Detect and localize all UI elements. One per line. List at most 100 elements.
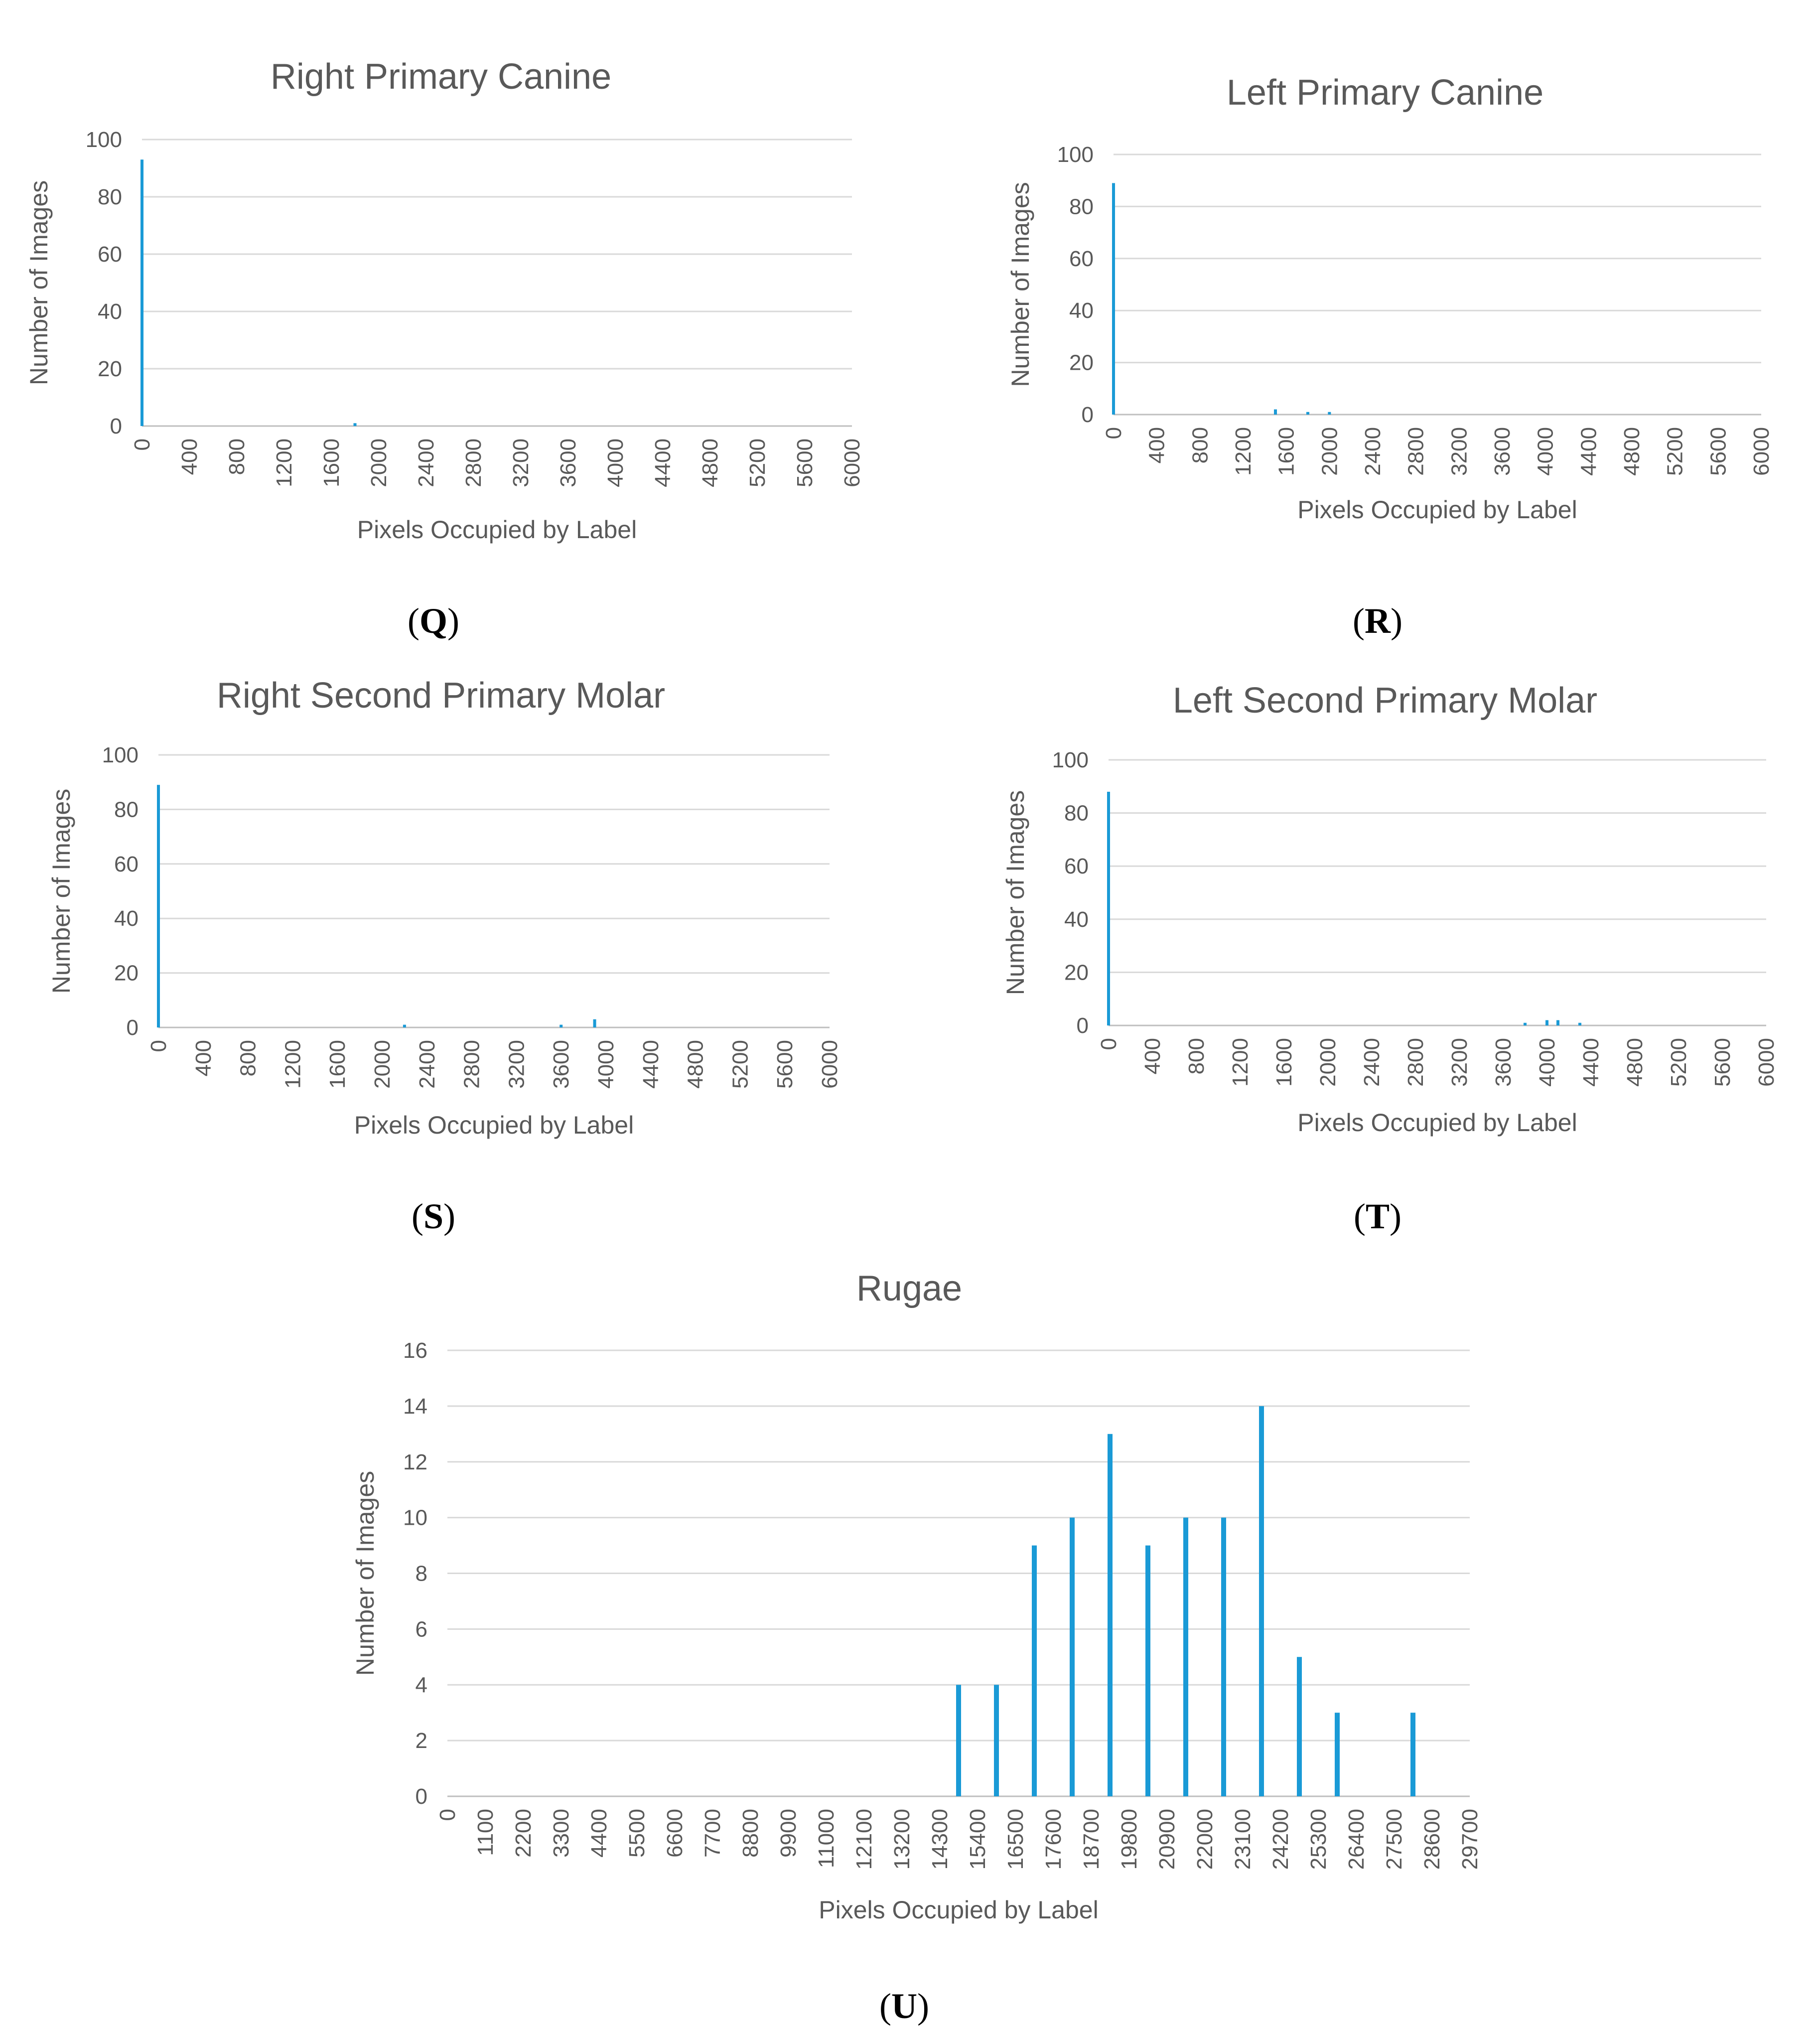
x-tick-label: 2400 [1360, 1038, 1384, 1087]
y-tick-label: 20 [1069, 351, 1094, 375]
x-tick-label: 2000 [370, 1040, 395, 1089]
bar [1070, 1517, 1075, 1796]
x-tick-label: 16500 [1003, 1809, 1028, 1870]
bar [1183, 1517, 1188, 1796]
x-axis-label: Pixels Occupied by Label [819, 1896, 1098, 1924]
bar [1274, 409, 1277, 415]
x-tick-label: 9900 [776, 1809, 801, 1858]
x-tick-label: 800 [1188, 427, 1212, 463]
y-axis-label: Number of Images [25, 180, 53, 385]
y-tick-label: 0 [416, 1784, 427, 1809]
x-tick-label: 1600 [319, 438, 344, 487]
x-tick-label: 5500 [625, 1809, 649, 1858]
x-tick-label: 4000 [603, 438, 628, 487]
x-tick-label: 3300 [549, 1809, 573, 1858]
x-tick-label: 5200 [745, 438, 770, 487]
y-tick-label: 40 [1069, 298, 1094, 323]
y-tick-label: 20 [1064, 960, 1089, 985]
bar [157, 785, 160, 1027]
bar [1545, 1020, 1548, 1025]
x-tick-label: 3600 [1491, 1038, 1516, 1087]
x-tick-label: 24200 [1268, 1809, 1293, 1870]
chart-S: Right Second Primary Molar 0 20 40 60 80 100 0 4… [47, 676, 842, 1236]
x-tick-label: 8800 [738, 1809, 763, 1858]
bar [403, 1024, 406, 1027]
y-axis-label: Number of Images [1006, 182, 1034, 387]
y-tick-label: 60 [98, 242, 122, 267]
x-tick-label: 1600 [325, 1040, 350, 1089]
x-tick-label: 7700 [700, 1809, 725, 1858]
x-tick-label: 4000 [594, 1040, 618, 1089]
x-tick-label: 2000 [367, 438, 391, 487]
x-tick-label: 5600 [793, 438, 817, 487]
x-tick-label: 2800 [461, 438, 486, 487]
chart-title: Left Primary Canine [1227, 73, 1543, 113]
x-tick-label: 3200 [504, 1040, 529, 1089]
y-tick-label: 80 [114, 797, 139, 822]
panel-label: (U) [879, 1986, 929, 2026]
y-axis-label: Number of Images [47, 789, 75, 994]
bar [1306, 412, 1309, 415]
x-tick-label: 19800 [1117, 1809, 1141, 1870]
bar [1259, 1406, 1264, 1796]
x-tick-label: 800 [225, 438, 249, 475]
x-tick-label: 3200 [1447, 1038, 1472, 1087]
x-tick-label: 18700 [1079, 1809, 1104, 1870]
x-tick-label: 2800 [1403, 1038, 1428, 1087]
chart-title: Left Second Primary Molar [1173, 681, 1597, 721]
x-tick-label: 4000 [1535, 1038, 1559, 1087]
bar [353, 423, 357, 426]
y-tick-label: 80 [1064, 801, 1089, 826]
bar [1108, 1434, 1113, 1796]
y-tick-label: 100 [86, 128, 122, 152]
x-tick-label: 22000 [1193, 1809, 1217, 1870]
y-tick-label: 60 [1069, 247, 1094, 271]
bar [1297, 1657, 1302, 1796]
x-tick-label: 5600 [773, 1040, 797, 1089]
bar [1556, 1020, 1559, 1025]
x-tick-label: 400 [1145, 427, 1169, 463]
y-tick-label: 100 [1057, 143, 1094, 167]
bar [994, 1685, 999, 1796]
x-tick-label: 1200 [280, 1040, 305, 1089]
bar [1328, 412, 1331, 415]
x-tick-label: 28600 [1420, 1809, 1444, 1870]
y-tick-label: 0 [127, 1016, 139, 1040]
x-tick-label: 4400 [1579, 1038, 1603, 1087]
y-tick-label: 80 [98, 185, 122, 209]
x-tick-label: 0 [1097, 1038, 1121, 1050]
x-tick-label: 1100 [473, 1809, 498, 1856]
chart-R: Left Primary Canine 0 20 40 60 80 100 0 400 800 12… [1006, 73, 1774, 641]
bar [1032, 1545, 1037, 1796]
bar [1145, 1545, 1150, 1796]
x-tick-label: 5600 [1706, 427, 1730, 476]
y-tick-label: 100 [102, 743, 139, 767]
x-tick-label: 0 [1102, 427, 1126, 439]
y-tick-label: 14 [403, 1394, 427, 1419]
y-tick-label: 8 [416, 1562, 427, 1586]
bar [1107, 791, 1110, 1025]
chart-T: Left Second Primary Molar 0 20 40 60 80 100 0 40… [1001, 681, 1779, 1236]
x-tick-label: 4800 [684, 1040, 708, 1089]
x-tick-label: 400 [177, 438, 202, 475]
panel-label: (Q) [408, 601, 459, 641]
x-tick-label: 400 [1140, 1038, 1165, 1074]
x-tick-label: 4400 [639, 1040, 663, 1089]
x-tick-label: 1600 [1274, 427, 1299, 476]
bar [1578, 1022, 1581, 1025]
x-tick-label: 5200 [728, 1040, 752, 1089]
x-tick-label: 3200 [509, 438, 533, 487]
x-tick-label: 1200 [1228, 1038, 1253, 1087]
y-tick-label: 20 [98, 357, 122, 381]
y-tick-label: 6 [416, 1617, 427, 1641]
x-tick-label: 0 [146, 1040, 171, 1052]
x-tick-label: 1200 [1231, 427, 1256, 476]
x-tick-label: 4000 [1534, 427, 1558, 476]
x-tick-label: 5200 [1663, 427, 1687, 476]
x-tick-label: 4400 [587, 1809, 611, 1858]
x-tick-label: 2400 [415, 1040, 439, 1089]
x-tick-label: 3600 [556, 438, 580, 487]
x-tick-label: 6000 [1749, 427, 1774, 476]
x-tick-label: 4800 [1623, 1038, 1647, 1087]
x-tick-label: 800 [236, 1040, 261, 1076]
